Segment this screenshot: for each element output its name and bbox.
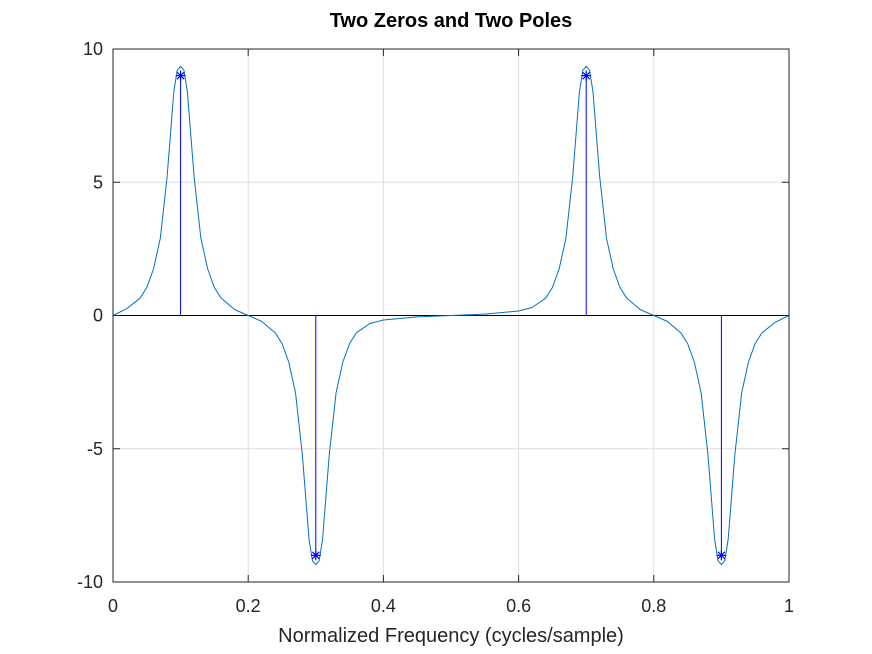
star-marker-stroke [176, 71, 185, 80]
x-tick-label: 0.8 [641, 596, 666, 616]
x-axis-label: Normalized Frequency (cycles/sample) [278, 625, 624, 647]
stem-star-marker [310, 550, 321, 561]
stem-layer [180, 75, 722, 556]
marker-layer [175, 70, 727, 561]
y-tick-label: -5 [87, 439, 103, 459]
curve-layer [112, 65, 790, 566]
x-tick-label: 0.4 [371, 596, 396, 616]
y-tick-label: -10 [77, 572, 103, 592]
x-tick-label: 1 [784, 596, 794, 616]
star-marker-stroke [717, 551, 726, 560]
x-tick-label: 0.6 [506, 596, 531, 616]
stem-star-marker [581, 70, 592, 81]
x-tick-label: 0.2 [236, 596, 261, 616]
star-marker-stroke [582, 71, 591, 80]
tick-label-layer: 0 0.2 0.4 0.6 0.8 1 -10 -5 0 5 10 [77, 39, 794, 616]
star-marker-stroke [311, 551, 320, 560]
x-tick-label: 0 [108, 596, 118, 616]
stem-star-marker [175, 70, 186, 81]
y-tick-label: 10 [83, 39, 103, 59]
y-tick-label: 5 [93, 172, 103, 192]
axes-layer [112, 48, 790, 583]
y-tick-label: 0 [93, 306, 103, 326]
stem-star-marker [716, 550, 727, 561]
response-curve-line [112, 65, 790, 566]
chart-title: Two Zeros and Two Poles [330, 10, 573, 32]
